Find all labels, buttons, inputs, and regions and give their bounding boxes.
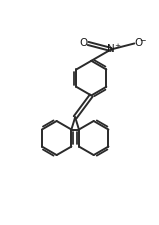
Text: O: O xyxy=(134,38,142,47)
Text: −: − xyxy=(140,36,146,45)
Text: N: N xyxy=(107,44,115,54)
Text: +: + xyxy=(115,43,121,49)
Text: O: O xyxy=(80,38,88,47)
